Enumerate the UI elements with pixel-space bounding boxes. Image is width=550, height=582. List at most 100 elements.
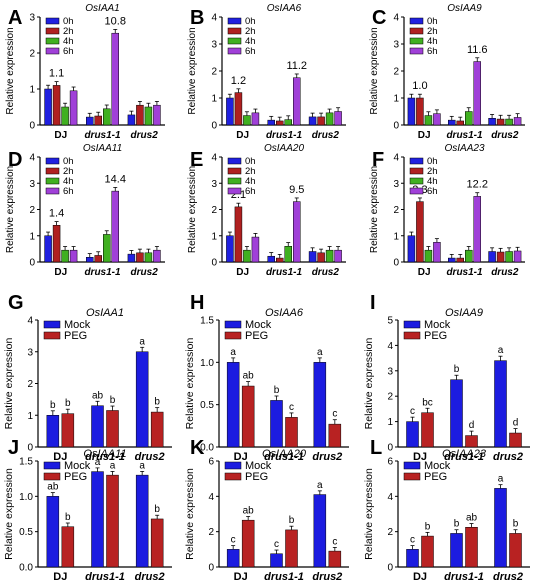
y-tick-label: 0 <box>29 258 35 269</box>
bar-0h-drus1-1 <box>267 255 275 263</box>
bar-6h-dj <box>433 113 441 126</box>
bar-mock-drus2 <box>135 474 149 568</box>
bar-6h-drus1-1 <box>473 196 481 263</box>
fold-change-label: 14.4 <box>105 173 126 185</box>
y-tick-label: 0 <box>27 443 33 454</box>
legend-swatch-0h <box>45 17 60 25</box>
x-tick-label: drus1-1 <box>84 130 121 141</box>
legend-swatch-0h <box>409 17 424 25</box>
panel-letter: D <box>8 149 22 171</box>
bar-mock-dj <box>46 415 60 448</box>
legend-label-peg: PEG <box>64 471 87 483</box>
bar-mock-dj <box>406 421 419 448</box>
bar-peg-drus2 <box>509 432 522 448</box>
panel-letter: G <box>8 292 24 314</box>
y-tick-label: 6 <box>208 457 214 468</box>
bar-mock-drus1-1 <box>91 471 104 568</box>
y-tick-label: 3 <box>393 179 399 190</box>
y-tick-label: 0 <box>387 563 393 574</box>
legend-swatch-6h <box>227 187 242 195</box>
legend-swatch-2h <box>227 27 242 35</box>
bar-6h-drus2 <box>153 249 161 263</box>
panel-letter: E <box>190 149 203 171</box>
x-tick-label: drus1-1 <box>85 571 125 582</box>
bar-2h-drus1-1 <box>456 257 464 263</box>
bar-4h-dj <box>243 249 251 263</box>
y-tick-label: 4 <box>387 341 393 352</box>
bar-mock-drus1-1 <box>450 533 463 568</box>
bar-4h-drus1-1 <box>284 119 292 126</box>
bar-2h-drus2 <box>496 251 505 263</box>
y-tick-label: 4 <box>211 13 217 24</box>
significance-letter: ab <box>47 482 59 493</box>
legend-label-6h: 6h <box>245 46 256 57</box>
significance-letter: b <box>154 504 160 515</box>
y-axis-label: Relative expression <box>187 27 198 114</box>
bar-4h-dj <box>424 115 433 126</box>
x-tick-label: DJ <box>53 451 67 463</box>
bar-2h-drus2 <box>317 252 325 263</box>
significance-letter: a <box>317 480 323 491</box>
bar-4h-drus1-1 <box>465 249 473 263</box>
x-tick-label: drus1-1 <box>84 267 121 278</box>
panel-letter: L <box>370 437 382 459</box>
bar-0h-drus2 <box>488 251 496 263</box>
y-axis-label: Relative expression <box>369 166 380 253</box>
chart-title: OsIAA6 <box>265 307 304 319</box>
significance-letter: b <box>454 364 460 375</box>
fold-change-label: 1.2 <box>231 75 246 87</box>
y-tick-label: 2 <box>387 527 393 538</box>
legend-swatch-peg <box>43 331 61 340</box>
y-tick-label: 4 <box>387 492 393 503</box>
x-tick-label: drus2 <box>131 130 159 141</box>
y-tick-label: 3 <box>211 179 217 190</box>
fold-change-label: 10.8 <box>105 15 126 27</box>
significance-letter: c <box>332 536 337 547</box>
panel-letter: K <box>190 437 205 459</box>
fold-change-label: 11.2 <box>286 60 307 72</box>
significance-letter: ab <box>466 513 478 524</box>
y-tick-label: 4 <box>29 153 35 164</box>
bar-2h-drus1-1 <box>94 255 102 263</box>
fold-change-label: 11.6 <box>467 44 488 56</box>
bar-6h-dj <box>433 242 441 263</box>
y-tick-label: 3 <box>211 40 217 51</box>
panel-letter: H <box>190 292 204 314</box>
y-tick-label: 2 <box>387 392 393 403</box>
bar-2h-drus2 <box>496 118 505 126</box>
y-tick-label: 2 <box>29 205 35 216</box>
x-tick-label: drus2 <box>312 451 342 463</box>
y-tick-label: 4 <box>27 316 33 327</box>
legend-label-0h: 0h <box>245 156 256 167</box>
x-tick-label: drus1-1 <box>266 267 303 278</box>
panel-letter: A <box>8 7 22 29</box>
legend-swatch-0h <box>45 157 60 165</box>
legend-label-2h: 2h <box>427 26 438 37</box>
bar-mock-drus1-1 <box>91 405 104 448</box>
bar-2h-dj <box>416 97 424 126</box>
legend-swatch-2h <box>409 167 424 175</box>
bar-2h-dj <box>52 225 61 263</box>
y-tick-label: 2 <box>211 67 217 78</box>
significance-letter: ab <box>243 505 255 516</box>
y-tick-label: 6 <box>387 457 393 468</box>
chart-title: OsIAA23 <box>442 448 487 460</box>
legend-swatch-6h <box>45 187 60 195</box>
bar-6h-drus2 <box>513 250 522 263</box>
fold-change-label: 1.1 <box>49 68 64 80</box>
panel-a: A OsIAA1 0 1 2 3 Relative expression DJ drus1-1 d… <box>5 3 165 141</box>
bar-2h-drus2 <box>136 252 144 263</box>
significance-letter: a <box>317 347 323 358</box>
bar-4h-drus1-1 <box>103 108 111 126</box>
panel-letter: B <box>190 7 204 29</box>
bar-6h-drus1-1 <box>293 77 301 126</box>
legend-label-mock: Mock <box>424 460 451 472</box>
x-tick-label: drus2 <box>135 571 165 582</box>
y-axis-label: Relative expression <box>3 338 15 430</box>
fold-change-label: 1.0 <box>412 80 427 92</box>
bar-4h-dj <box>424 249 433 263</box>
y-tick-label: 4 <box>208 492 214 503</box>
bar-peg-drus2 <box>328 423 342 448</box>
y-tick-label: 3 <box>387 366 393 377</box>
